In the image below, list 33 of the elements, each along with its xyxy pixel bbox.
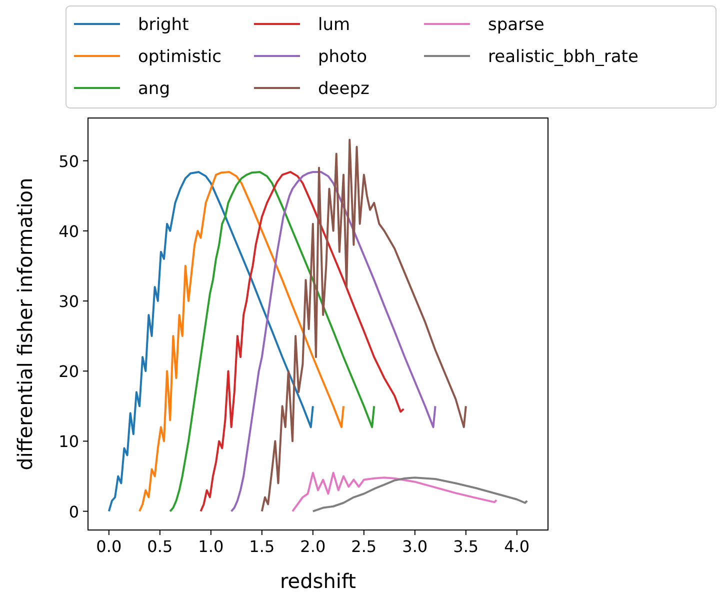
x-tick-label: 4.0 xyxy=(504,537,530,556)
y-tick-label: 30 xyxy=(58,292,79,311)
x-axis-title: redshift xyxy=(280,569,356,592)
line-series xyxy=(169,170,376,512)
line-series xyxy=(200,170,405,512)
legend-label: sparse xyxy=(488,15,544,35)
x-tick-label: 3.0 xyxy=(402,537,428,556)
x-tick-label: 0.0 xyxy=(96,537,122,556)
legend-label: deepz xyxy=(318,79,370,99)
y-axis-title: differential fisher information xyxy=(13,178,37,470)
legend-label: photo xyxy=(318,47,368,67)
x-tick-label: 1.5 xyxy=(249,537,275,556)
legend-label: ang xyxy=(138,79,170,99)
line-series xyxy=(260,138,467,512)
y-tick-label: 40 xyxy=(58,222,79,241)
line-series xyxy=(292,472,498,512)
legend-label: lum xyxy=(318,15,350,35)
x-tick-label: 2.0 xyxy=(300,537,326,556)
line-series xyxy=(138,170,344,512)
y-tick-label: 20 xyxy=(58,362,79,382)
legend-label: realistic_bbh_rate xyxy=(488,47,638,67)
legend-label: bright xyxy=(138,15,190,35)
line-series xyxy=(108,170,314,512)
line-series xyxy=(230,170,436,512)
y-tick-label: 0 xyxy=(68,502,79,522)
x-tick-label: 2.5 xyxy=(351,537,377,556)
line-series xyxy=(312,476,528,512)
x-tick-label: 3.5 xyxy=(453,537,479,556)
x-tick-label: 0.5 xyxy=(147,537,173,556)
y-tick-label: 10 xyxy=(58,432,79,452)
legend-label: optimistic xyxy=(138,47,222,67)
x-tick-label: 1.0 xyxy=(198,537,224,556)
y-tick-label: 50 xyxy=(58,152,79,171)
